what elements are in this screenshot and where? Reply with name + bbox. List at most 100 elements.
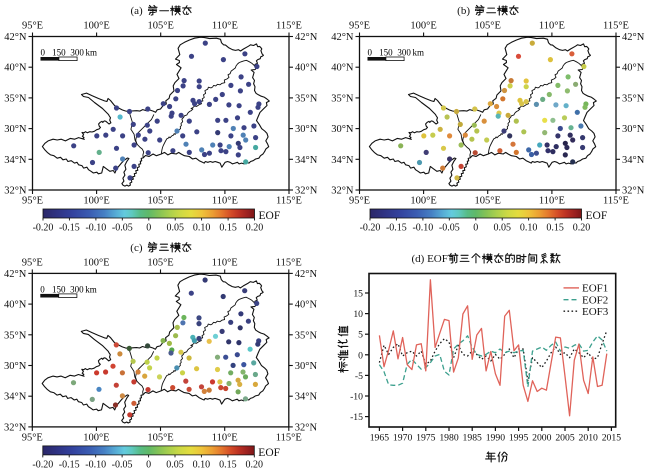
svg-text:110°E: 110°E <box>539 21 565 32</box>
svg-text:-0.05: -0.05 <box>112 223 133 234</box>
svg-text:105°E: 105°E <box>148 21 174 32</box>
svg-text:42°N: 42°N <box>331 32 354 43</box>
svg-text:-0.15: -0.15 <box>59 459 80 470</box>
svg-text:35°N: 35°N <box>4 330 27 341</box>
svg-text:115°E: 115°E <box>603 21 629 32</box>
svg-text:35°N: 35°N <box>622 93 645 104</box>
svg-text:42°N: 42°N <box>295 269 318 280</box>
svg-text:0.20: 0.20 <box>246 459 264 470</box>
svg-text:1980: 1980 <box>439 433 459 444</box>
svg-text:40°N: 40°N <box>4 300 27 311</box>
svg-text:-0.10: -0.10 <box>412 223 433 234</box>
svg-text:95°E: 95°E <box>22 257 43 268</box>
svg-text:95°E: 95°E <box>22 432 43 443</box>
svg-text:0.05: 0.05 <box>493 223 511 234</box>
svg-text:0.10: 0.10 <box>193 223 211 234</box>
svg-text:95°E: 95°E <box>349 21 370 32</box>
svg-text:-0.20: -0.20 <box>360 223 381 234</box>
svg-text:110°E: 110°E <box>212 257 238 268</box>
svg-text:115°E: 115°E <box>276 196 302 207</box>
svg-text:0: 0 <box>40 284 45 294</box>
svg-text:2005: 2005 <box>555 433 575 444</box>
svg-text:10: 10 <box>353 309 363 320</box>
svg-text:2000: 2000 <box>532 433 552 444</box>
svg-text:100°E: 100°E <box>83 432 109 443</box>
svg-text:km: km <box>85 284 97 294</box>
svg-text:95°E: 95°E <box>22 196 43 207</box>
svg-text:34°N: 34°N <box>4 155 27 166</box>
svg-text:0.20: 0.20 <box>246 223 264 234</box>
svg-text:1990: 1990 <box>486 433 506 444</box>
svg-text:30°N: 30°N <box>295 361 318 372</box>
svg-text:105°E: 105°E <box>475 21 501 32</box>
svg-text:40°N: 40°N <box>4 63 27 74</box>
svg-text:km: km <box>86 48 98 58</box>
svg-text:(a): (a) <box>130 5 143 17</box>
svg-text:0: 0 <box>473 223 478 234</box>
svg-text:-0.10: -0.10 <box>85 223 106 234</box>
svg-text:40°N: 40°N <box>622 63 645 74</box>
svg-text:EOF3: EOF3 <box>582 306 609 318</box>
svg-text:-0.05: -0.05 <box>112 459 133 470</box>
svg-text:115°E: 115°E <box>276 432 302 443</box>
svg-text:150: 150 <box>379 48 393 58</box>
svg-text:150: 150 <box>52 284 66 294</box>
svg-text:100°E: 100°E <box>83 21 109 32</box>
svg-text:105°E: 105°E <box>148 196 174 207</box>
svg-text:300: 300 <box>70 48 84 58</box>
svg-text:30°N: 30°N <box>295 124 318 135</box>
svg-text:34°N: 34°N <box>295 392 318 403</box>
svg-text:35°N: 35°N <box>331 93 354 104</box>
svg-text:0.10: 0.10 <box>520 223 538 234</box>
svg-text:-0.20: -0.20 <box>32 459 53 470</box>
svg-text:100°E: 100°E <box>83 196 109 207</box>
svg-text:1985: 1985 <box>463 433 483 444</box>
svg-text:42°N: 42°N <box>4 32 27 43</box>
svg-text:30°N: 30°N <box>622 124 645 135</box>
svg-text:EOF: EOF <box>259 210 281 222</box>
svg-text:110°E: 110°E <box>539 196 565 207</box>
svg-text:110°E: 110°E <box>212 196 238 207</box>
svg-text:105°E: 105°E <box>475 196 501 207</box>
svg-text:105°E: 105°E <box>147 432 173 443</box>
svg-text:115°E: 115°E <box>276 21 302 32</box>
svg-text:35°N: 35°N <box>295 330 318 341</box>
svg-text:150: 150 <box>52 48 66 58</box>
svg-text:(b): (b) <box>457 5 470 17</box>
svg-text:115°E: 115°E <box>603 196 629 207</box>
svg-text:0: 0 <box>146 223 151 234</box>
svg-text:EOF1: EOF1 <box>582 283 608 295</box>
svg-text:100°E: 100°E <box>410 21 436 32</box>
svg-text:(c): (c) <box>130 242 143 254</box>
svg-text:-15: -15 <box>350 412 363 423</box>
svg-text:40°N: 40°N <box>295 300 318 311</box>
svg-text:2015: 2015 <box>602 433 622 444</box>
svg-text:100°E: 100°E <box>83 257 109 268</box>
svg-text:32°N: 32°N <box>331 186 354 197</box>
svg-text:110°E: 110°E <box>212 21 238 32</box>
svg-text:42°N: 42°N <box>4 269 27 280</box>
svg-text:0: 0 <box>368 48 373 58</box>
svg-text:30°N: 30°N <box>331 124 354 135</box>
svg-text:-5: -5 <box>355 371 363 382</box>
svg-text:0.05: 0.05 <box>166 223 184 234</box>
svg-text:32°N: 32°N <box>295 186 318 197</box>
svg-text:300: 300 <box>397 48 411 58</box>
svg-text:34°N: 34°N <box>295 155 318 166</box>
svg-text:15: 15 <box>353 289 363 300</box>
svg-text:34°N: 34°N <box>4 392 27 403</box>
svg-text:100°E: 100°E <box>410 196 436 207</box>
svg-text:32°N: 32°N <box>4 422 27 433</box>
svg-text:0.05: 0.05 <box>166 459 184 470</box>
svg-text:km: km <box>413 48 425 58</box>
svg-text:105°E: 105°E <box>147 257 173 268</box>
svg-text:2010: 2010 <box>579 433 599 444</box>
svg-text:0.15: 0.15 <box>219 223 237 234</box>
svg-text:95°E: 95°E <box>349 196 370 207</box>
svg-text:-10: -10 <box>350 392 363 403</box>
svg-text:32°N: 32°N <box>622 186 645 197</box>
svg-text:1970: 1970 <box>393 433 413 444</box>
svg-text:42°N: 42°N <box>295 32 318 43</box>
svg-text:42°N: 42°N <box>622 32 645 43</box>
svg-text:32°N: 32°N <box>4 186 27 197</box>
